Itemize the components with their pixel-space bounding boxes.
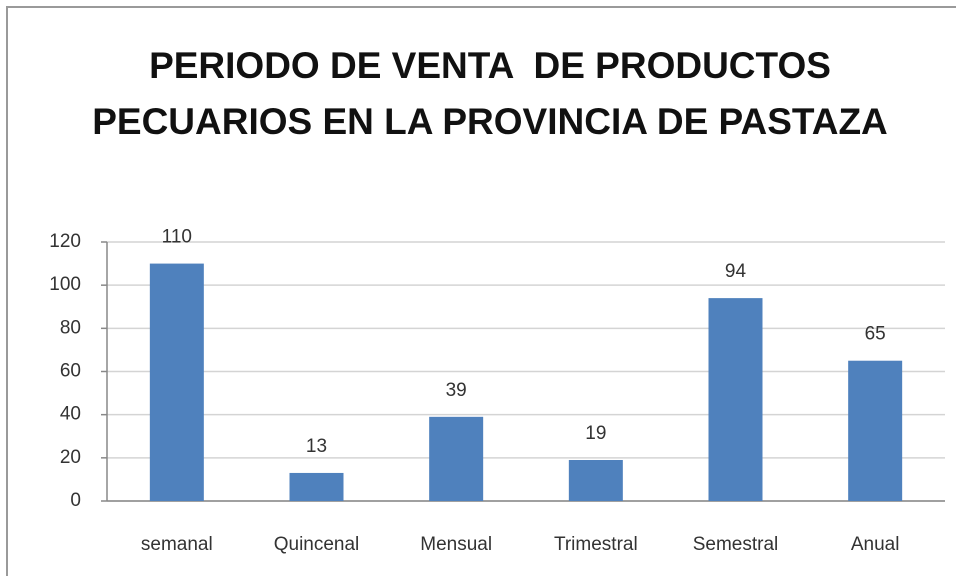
x-tick-label: Trimestral [554,534,638,555]
bar [149,263,204,501]
x-tick-label: Semestral [693,534,779,555]
y-tick-label: 60 [60,361,81,382]
x-tick-label: Quincenal [274,534,360,555]
data-label: 39 [446,380,467,401]
y-tick-label: 80 [60,317,81,338]
bar [708,298,763,501]
y-tick-label: 0 [70,490,81,511]
x-tick-label: semanal [141,534,213,555]
bar [289,472,344,501]
data-label: 65 [865,324,886,345]
y-tick-label: 40 [60,404,81,425]
y-tick-label: 20 [60,447,81,468]
bar [568,459,623,501]
chart-title: PERIODO DE VENTA DE PRODUCTOS PECUARIOS … [92,45,888,142]
data-label: 13 [306,436,327,457]
chart-frame [6,6,956,576]
x-tick-label: Mensual [420,534,492,555]
y-tick-label: 100 [49,274,81,295]
data-label: 94 [725,261,747,282]
data-label: 110 [162,227,192,248]
data-label: 19 [585,423,606,444]
bar [848,360,903,501]
y-tick-label: 120 [49,231,81,252]
bar [429,416,484,501]
x-tick-label: Anual [851,534,900,555]
